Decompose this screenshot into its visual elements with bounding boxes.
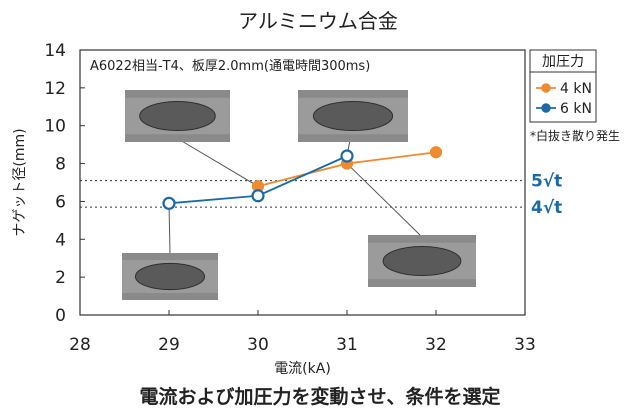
chart-caption: 電流および加圧力を変動させ、条件を選定 <box>139 385 500 408</box>
x-axis-label: 電流(kA) <box>274 361 331 377</box>
x-tick-label: 30 <box>247 335 269 355</box>
x-tick-label: 33 <box>514 335 536 355</box>
y-tick-label: 4 <box>55 230 66 250</box>
data-point <box>162 196 176 210</box>
legend-box <box>529 49 597 123</box>
y-tick-label: 14 <box>44 41 66 61</box>
weld-nugget-shape <box>139 100 216 132</box>
weld-nugget-shape <box>312 100 394 132</box>
x-tick-label: 29 <box>158 335 180 355</box>
y-tick-label: 12 <box>44 79 66 99</box>
legend-swatch-marker <box>541 83 551 93</box>
data-point <box>340 149 354 163</box>
y-tick-label: 2 <box>55 268 66 288</box>
legend-entry: 6 kN <box>560 101 592 117</box>
legend-title: 加圧力 <box>542 54 584 70</box>
x-tick-label: 28 <box>69 335 91 355</box>
condition-annotation: A6022相当-T4、板厚2.0mm(通電時間300ms) <box>90 59 370 74</box>
y-axis-label: ナゲット径(mm) <box>12 128 28 236</box>
data-point <box>251 189 265 203</box>
y-tick-label: 0 <box>55 306 66 326</box>
weld-nugget-shape <box>134 262 206 291</box>
legend-entry: 4 kN <box>560 81 592 97</box>
y-tick-label: 6 <box>55 192 66 212</box>
reference-line-label: 5√t <box>531 172 562 192</box>
reference-line-label: 4√t <box>531 198 562 218</box>
x-tick-label: 31 <box>336 335 358 355</box>
spatter-note: *白抜き散り発生 <box>530 128 620 143</box>
plot-frame <box>79 49 526 316</box>
data-point <box>429 146 443 159</box>
x-tick-label: 32 <box>425 335 447 355</box>
legend-swatch-marker <box>541 103 551 113</box>
weld-nugget-shape <box>382 245 462 277</box>
chart-title: アルミニウム合金 <box>238 9 398 33</box>
micrograph-leader-line <box>346 163 421 236</box>
y-tick-label: 10 <box>44 117 66 137</box>
y-tick-label: 8 <box>55 155 66 175</box>
micrograph-leader-line <box>168 203 171 254</box>
micrograph-leader-line <box>179 139 259 187</box>
